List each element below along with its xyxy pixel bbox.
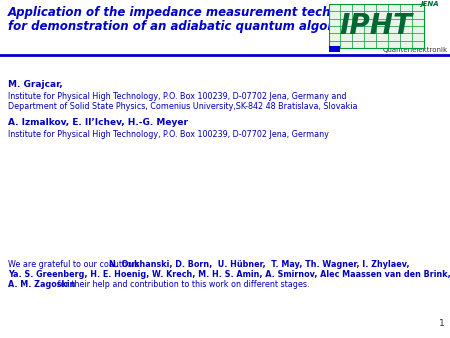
Bar	[328, 4, 424, 48]
Text: Quantenelektronik: Quantenelektronik	[383, 47, 448, 53]
Text: We are grateful to our coauthors: We are grateful to our coauthors	[8, 260, 142, 269]
Text: A. M. Zagoskin: A. M. Zagoskin	[8, 280, 76, 289]
Text: Application of the impedance measurement technique: Application of the impedance measurement…	[8, 6, 369, 19]
Text: Institute for Physical High Technology, P.O. Box 100239, D-07702 Jena, Germany a: Institute for Physical High Technology, …	[8, 92, 346, 101]
Text: 1: 1	[439, 319, 445, 328]
Text: M. Grajcar,: M. Grajcar,	[8, 80, 63, 89]
Text: JENA: JENA	[420, 1, 439, 7]
Text: Department of Solid State Physics, Comenius University,SK-842 48 Bratislava, Slo: Department of Solid State Physics, Comen…	[8, 102, 357, 111]
Text: N. Oukhanski, D. Born,  U. Hübner,  T. May, Th. Wagner, I. Zhylaev,: N. Oukhanski, D. Born, U. Hübner, T. May…	[108, 260, 409, 269]
Text: Ya. S. Greenberg, H. E. Hoenig, W. Krech, M. H. S. Amin, A. Smirnov, Alec Maasse: Ya. S. Greenberg, H. E. Hoenig, W. Krech…	[8, 270, 450, 279]
Text: Institute for Physical High Technology, P.O. Box 100239, D-07702 Jena, Germany: Institute for Physical High Technology, …	[8, 130, 329, 139]
Text: IPHT: IPHT	[339, 12, 412, 40]
Text: for demonstration of an adiabatic quantum algorithm.: for demonstration of an adiabatic quantu…	[8, 20, 368, 33]
Bar	[328, 46, 340, 52]
Text: A. Izmalkov, E. Il’Ichev, H.-G. Meyer: A. Izmalkov, E. Il’Ichev, H.-G. Meyer	[8, 118, 188, 127]
Text: for their help and contribution to this work on different stages.: for their help and contribution to this …	[55, 280, 310, 289]
